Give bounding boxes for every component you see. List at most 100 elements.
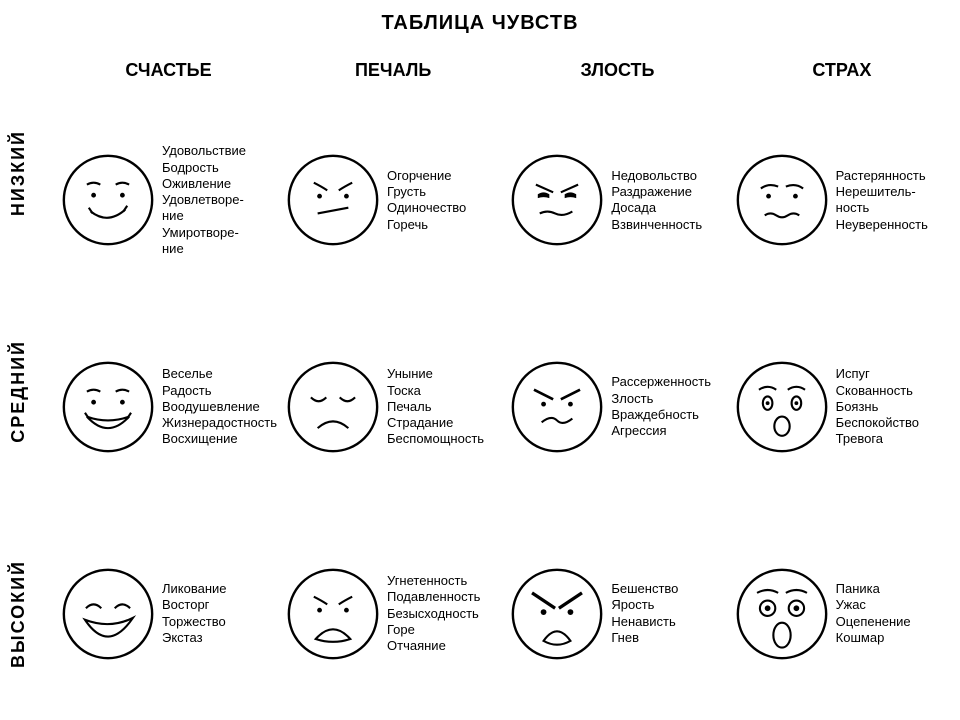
row-label: ВЫСОКИЙ <box>8 560 32 668</box>
feeling-word: Оживление <box>162 176 246 192</box>
fear-high-face-icon <box>734 566 830 662</box>
feeling-word: Ужас <box>836 597 911 613</box>
cell-высокий-страх: ПаникаУжасОцепенениеКошмар <box>734 517 950 710</box>
feeling-word: Печаль <box>387 399 484 415</box>
cell-низкий-злость: НедовольствоРаздражениеДосадаВзвинченнос… <box>509 104 725 297</box>
feeling-word: Угнетенность <box>387 573 480 589</box>
feeling-word: Скованность <box>836 383 919 399</box>
feeling-word: Отчаяние <box>387 638 480 654</box>
word-list: УдовольствиеБодростьОживлениеУдовлетворе… <box>162 143 246 257</box>
column-header: СЧАСТЬЕ <box>60 60 277 81</box>
feeling-word: ность <box>836 200 928 216</box>
feeling-word: Безысходность <box>387 606 480 622</box>
feeling-word: Гнев <box>611 630 678 646</box>
cell-средний-печаль: УныниеТоскаПечальСтраданиеБеспомощность <box>285 311 501 504</box>
word-list: РассерженностьЗлостьВраждебностьАгрессия <box>611 374 711 439</box>
feeling-word: ние <box>162 208 246 224</box>
sad-mid-face-icon <box>285 359 381 455</box>
sad-high-face-icon <box>285 566 381 662</box>
cell-высокий-печаль: УгнетенностьПодавленностьБезысходностьГо… <box>285 517 501 710</box>
cell-средний-страх: ИспугСкованностьБоязньБеспокойствоТревог… <box>734 311 950 504</box>
angry-low-face-icon <box>509 152 605 248</box>
word-list: УгнетенностьПодавленностьБезысходностьГо… <box>387 573 480 654</box>
feeling-word: Веселье <box>162 366 277 382</box>
cell-средний-злость: РассерженностьЗлостьВраждебностьАгрессия <box>509 311 725 504</box>
feeling-word: ние <box>162 241 246 257</box>
column-header: СТРАХ <box>734 60 950 81</box>
feeling-word: Растерянность <box>836 168 928 184</box>
feeling-word: Торжество <box>162 614 227 630</box>
word-list: ЛикованиеВосторгТоржествоЭкстаз <box>162 581 227 646</box>
feeling-word: Горе <box>387 622 480 638</box>
feeling-word: Удовольствие <box>162 143 246 159</box>
feeling-word: Досада <box>611 200 702 216</box>
row-label: СРЕДНИЙ <box>8 340 32 443</box>
feeling-word: Воодушевление <box>162 399 277 415</box>
angry-high-face-icon <box>509 566 605 662</box>
feeling-word: Ненависть <box>611 614 678 630</box>
feeling-word: Умиротворе- <box>162 225 246 241</box>
word-list: ИспугСкованностьБоязньБеспокойствоТревог… <box>836 366 919 447</box>
word-list: ОгорчениеГрустьОдиночествоГоречь <box>387 168 466 233</box>
feeling-word: Оцепенение <box>836 614 911 630</box>
grid: СЧАСТЬЕ ПЕЧАЛЬ ЗЛОСТЬ СТРАХ УдовольствиеБод… <box>60 60 950 710</box>
feeling-word: Бешенство <box>611 581 678 597</box>
feeling-word: Взвинченность <box>611 217 702 233</box>
feeling-word: Беспокойство <box>836 415 919 431</box>
happy-mid-face-icon <box>60 359 156 455</box>
feeling-word: Испуг <box>836 366 919 382</box>
cell-высокий-злость: БешенствоЯростьНенавистьГнев <box>509 517 725 710</box>
angry-mid-face-icon <box>509 359 605 455</box>
word-list: НедовольствоРаздражениеДосадаВзвинченнос… <box>611 168 702 233</box>
cell-средний-счастье: ВесельеРадостьВоодушевлениеЖизнерадостно… <box>60 311 277 504</box>
word-list: ВесельеРадостьВоодушевлениеЖизнерадостно… <box>162 366 277 447</box>
feeling-word: Подавленность <box>387 589 480 605</box>
fear-mid-face-icon <box>734 359 830 455</box>
happy-low-face-icon <box>60 152 156 248</box>
cell-низкий-счастье: УдовольствиеБодростьОживлениеУдовлетворе… <box>60 104 277 297</box>
feeling-word: Кошмар <box>836 630 911 646</box>
feeling-word: Раздражение <box>611 184 702 200</box>
word-list: УныниеТоскаПечальСтраданиеБеспомощность <box>387 366 484 447</box>
feeling-word: Одиночество <box>387 200 466 216</box>
feeling-word: Грусть <box>387 184 466 200</box>
feeling-word: Ярость <box>611 597 678 613</box>
feeling-word: Беспомощность <box>387 431 484 447</box>
feeling-word: Злость <box>611 391 711 407</box>
feeling-word: Радость <box>162 383 277 399</box>
feeling-word: Экстаз <box>162 630 227 646</box>
fear-low-face-icon <box>734 152 830 248</box>
feeling-word: Тревога <box>836 431 919 447</box>
word-list: РастерянностьНерешитель-ностьНеувереннос… <box>836 168 928 233</box>
feeling-word: Ликование <box>162 581 227 597</box>
feeling-word: Тоска <box>387 383 484 399</box>
feeling-word: Восхищение <box>162 431 277 447</box>
feeling-word: Огорчение <box>387 168 466 184</box>
feeling-word: Агрессия <box>611 423 711 439</box>
page-title: ТАБЛИЦА ЧУВСТВ <box>0 0 960 35</box>
feelings-table: ТАБЛИЦА ЧУВСТВ СЧАСТЬЕ ПЕЧАЛЬ ЗЛОСТЬ СТРАХ … <box>0 0 960 720</box>
feeling-word: Недовольство <box>611 168 702 184</box>
feeling-word: Уныние <box>387 366 484 382</box>
word-list: ПаникаУжасОцепенениеКошмар <box>836 581 911 646</box>
feeling-word: Восторг <box>162 597 227 613</box>
feeling-word: Нерешитель- <box>836 184 928 200</box>
feeling-word: Бодрость <box>162 160 246 176</box>
feeling-word: Неуверенность <box>836 217 928 233</box>
cell-низкий-печаль: ОгорчениеГрустьОдиночествоГоречь <box>285 104 501 297</box>
feeling-word: Жизнерадостность <box>162 415 277 431</box>
sad-low-face-icon <box>285 152 381 248</box>
column-header: ЗЛОСТЬ <box>509 60 725 81</box>
column-header: ПЕЧАЛЬ <box>285 60 501 81</box>
feeling-word: Боязнь <box>836 399 919 415</box>
feeling-word: Враждебность <box>611 407 711 423</box>
word-list: БешенствоЯростьНенавистьГнев <box>611 581 678 646</box>
feeling-word: Страдание <box>387 415 484 431</box>
cell-высокий-счастье: ЛикованиеВосторгТоржествоЭкстаз <box>60 517 277 710</box>
cell-низкий-страх: РастерянностьНерешитель-ностьНеувереннос… <box>734 104 950 297</box>
feeling-word: Горечь <box>387 217 466 233</box>
happy-high-face-icon <box>60 566 156 662</box>
feeling-word: Удовлетворе- <box>162 192 246 208</box>
feeling-word: Рассерженность <box>611 374 711 390</box>
feeling-word: Паника <box>836 581 911 597</box>
